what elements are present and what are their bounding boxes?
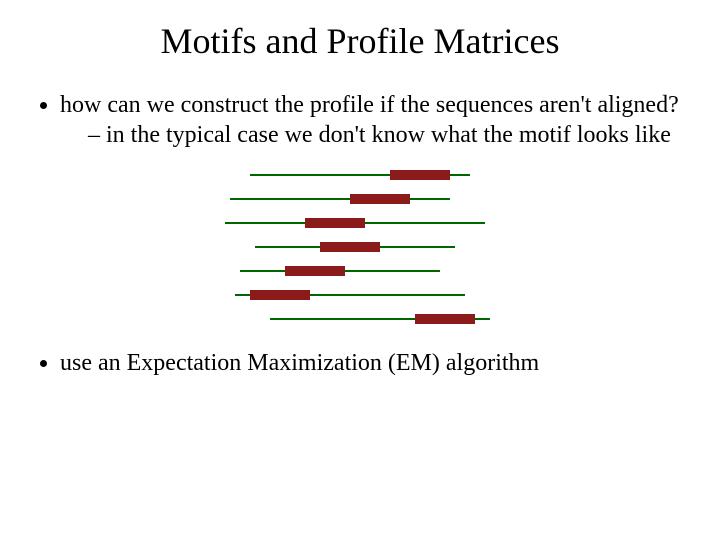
bullet-1-text: how can we construct the profile if the … <box>60 92 679 118</box>
bullet-list: how can we construct the profile if the … <box>38 90 682 150</box>
sequence-line <box>230 198 450 200</box>
sequence-row <box>210 216 510 230</box>
sequence-diagram <box>210 168 510 326</box>
sequence-row <box>210 240 510 254</box>
motif-box <box>320 242 380 252</box>
motif-box <box>285 266 345 276</box>
bullet-1: how can we construct the profile if the … <box>60 90 682 150</box>
slide-title: Motifs and Profile Matrices <box>0 20 720 62</box>
motif-box <box>250 290 310 300</box>
bullet-1-sub: in the typical case we don't know what t… <box>88 120 682 150</box>
motif-box <box>350 194 410 204</box>
sequence-row <box>210 288 510 302</box>
sequence-row <box>210 192 510 206</box>
motif-box <box>415 314 475 324</box>
motif-box <box>390 170 450 180</box>
bullet-1-sublist: in the typical case we don't know what t… <box>60 120 682 150</box>
bullet-2: use an Expectation Maximization (EM) alg… <box>60 348 682 378</box>
bullet-list-2: use an Expectation Maximization (EM) alg… <box>38 348 682 378</box>
motif-box <box>305 218 365 228</box>
sequence-row <box>210 264 510 278</box>
slide-content: how can we construct the profile if the … <box>38 90 682 378</box>
sequence-row <box>210 312 510 326</box>
sequence-row <box>210 168 510 182</box>
